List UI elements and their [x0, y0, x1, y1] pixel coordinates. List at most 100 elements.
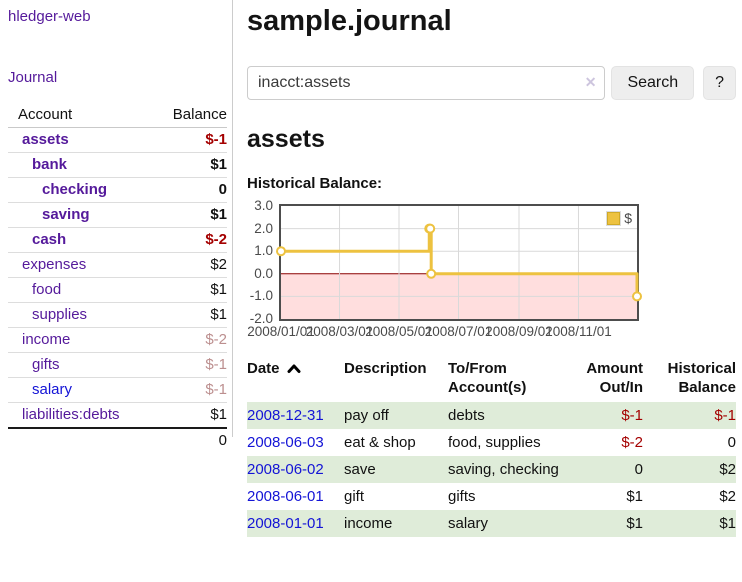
historical-balance-chart: 3.0 2.0 1.0 0.0 -1.0 -2.0 $ 2008/01/01 2008/03…	[247, 198, 736, 342]
transaction-date-link[interactable]: 2008-06-03	[247, 434, 324, 451]
transaction-balance: $-1	[714, 407, 736, 424]
transaction-description: pay off	[344, 407, 389, 424]
search-button[interactable]: Search	[611, 66, 695, 100]
transaction-balance: $2	[719, 461, 736, 478]
transaction-date-link[interactable]: 2008-06-01	[247, 488, 324, 505]
search-input[interactable]	[247, 66, 606, 100]
transaction-balance: $2	[719, 488, 736, 505]
account-row: cash $-2	[8, 227, 227, 253]
account-link-food[interactable]: food	[32, 281, 62, 298]
account-row: salary $-1	[8, 377, 227, 403]
register-col-accounts: To/From Account(s)	[448, 360, 527, 396]
account-link-saving[interactable]: saving	[42, 206, 90, 223]
sidebar-item-journal[interactable]: Journal	[8, 69, 58, 86]
legend-label: $	[624, 210, 632, 226]
y-axis-tick: -1.0	[249, 288, 273, 304]
transaction-date-link[interactable]: 2008-01-01	[247, 515, 324, 532]
sidebar: hledger-web Journal Account Balance asse…	[0, 0, 233, 453]
account-balance: $1	[158, 302, 227, 328]
account-link-checking[interactable]: checking	[42, 181, 108, 198]
transaction-balance: $1	[719, 515, 736, 532]
account-link-bank[interactable]: bank	[32, 156, 68, 173]
transaction-amount: $-1	[621, 407, 643, 424]
transaction-description: income	[344, 515, 393, 532]
search-box: ✕	[247, 66, 606, 100]
register-row: 2008-01-01 income salary $1 $1	[247, 510, 736, 537]
account-row: liabilities:debts $1	[8, 402, 227, 429]
transaction-accounts: debts	[448, 407, 485, 424]
account-row: saving $1	[8, 202, 227, 228]
transaction-amount: $1	[626, 515, 643, 532]
account-balance: $1	[158, 277, 227, 303]
x-axis-tick: 2008/09/01	[485, 324, 553, 339]
account-link-cash[interactable]: cash	[32, 231, 67, 248]
register-row: 2008-06-02 save saving, checking 0 $2	[247, 456, 736, 483]
account-link-gifts[interactable]: gifts	[32, 356, 60, 373]
data-point-marker	[276, 246, 286, 257]
transaction-amount: $1	[626, 488, 643, 505]
data-point-marker	[425, 223, 436, 234]
account-balance: $-1	[158, 377, 227, 403]
register-col-date[interactable]: Date	[247, 357, 344, 402]
balance-line-svg	[276, 206, 642, 319]
y-axis-tick: 1.0	[254, 243, 273, 259]
search-form: ✕ Search ?	[247, 66, 736, 100]
chart-section-label: Historical Balance:	[247, 175, 383, 192]
account-link-income[interactable]: income	[22, 331, 71, 348]
accounts-total-value: 0	[158, 427, 227, 453]
x-axis-tick: 2008/01/01	[247, 324, 315, 339]
account-link-liabilities-debts[interactable]: liabilities:debts	[22, 406, 120, 423]
account-link-expenses[interactable]: expenses	[22, 256, 87, 273]
register-col-description: Description	[344, 360, 427, 377]
account-row: bank $1	[8, 152, 227, 178]
account-balance: $1	[158, 202, 227, 228]
transaction-amount: 0	[634, 461, 643, 478]
accounts-table: Account Balance assets $-1 bank $1 check…	[8, 102, 227, 453]
transaction-accounts: food, supplies	[448, 434, 541, 451]
account-balance: $1	[158, 402, 227, 429]
accounts-col-account: Account	[8, 102, 158, 128]
legend-swatch-icon	[607, 211, 621, 225]
transaction-accounts: gifts	[448, 488, 476, 505]
account-balance: $2	[158, 252, 227, 278]
accounts-header-row: Account Balance	[8, 102, 227, 128]
sort-ascending-icon	[287, 364, 301, 373]
transaction-description: gift	[344, 488, 365, 505]
account-row: checking 0	[8, 177, 227, 203]
register-row: 2008-06-03 eat & shop food, supplies $-2…	[247, 429, 736, 456]
chart-plot-area: $	[276, 204, 642, 321]
account-row: food $1	[8, 277, 227, 303]
transaction-amount: $-2	[621, 434, 643, 451]
accounts-col-balance: Balance	[158, 102, 227, 128]
y-axis-tick: -2.0	[249, 311, 273, 326]
data-point-marker	[426, 268, 437, 279]
clear-search-icon[interactable]: ✕	[584, 74, 597, 90]
transaction-date-link[interactable]: 2008-06-02	[247, 461, 324, 478]
transaction-description: save	[344, 461, 376, 478]
register-table: Date Description To/From Account(s) Amou…	[247, 357, 736, 537]
account-row: assets $-1	[8, 127, 227, 153]
account-row: income $-2	[8, 327, 227, 353]
account-link-supplies[interactable]: supplies	[32, 306, 88, 323]
data-point-marker	[632, 291, 642, 302]
account-title: assets	[247, 125, 325, 153]
account-link-assets[interactable]: assets	[22, 131, 69, 148]
account-link-salary[interactable]: salary	[32, 381, 73, 398]
transaction-description: eat & shop	[344, 434, 416, 451]
transaction-accounts: salary	[448, 515, 489, 532]
y-axis-tick: 2.0	[254, 220, 273, 236]
transaction-accounts: saving, checking	[448, 461, 559, 478]
account-balance: $-2	[158, 327, 227, 353]
account-balance: 0	[158, 177, 227, 203]
brand-link[interactable]: hledger-web	[8, 8, 91, 25]
main-content: sample.journal ✕ Search ? assets Histori…	[247, 0, 736, 537]
register-col-balance: Historical Balance	[667, 360, 736, 396]
x-axis-tick: 2008/05/01	[365, 324, 433, 339]
y-axis-tick: 0.0	[254, 265, 273, 281]
transaction-date-link[interactable]: 2008-12-31	[247, 407, 324, 424]
account-row: supplies $1	[8, 302, 227, 328]
account-balance: $-2	[158, 227, 227, 253]
account-balance: $-1	[158, 352, 227, 378]
help-button[interactable]: ?	[703, 66, 736, 100]
register-header-row: Date Description To/From Account(s) Amou…	[247, 357, 736, 402]
